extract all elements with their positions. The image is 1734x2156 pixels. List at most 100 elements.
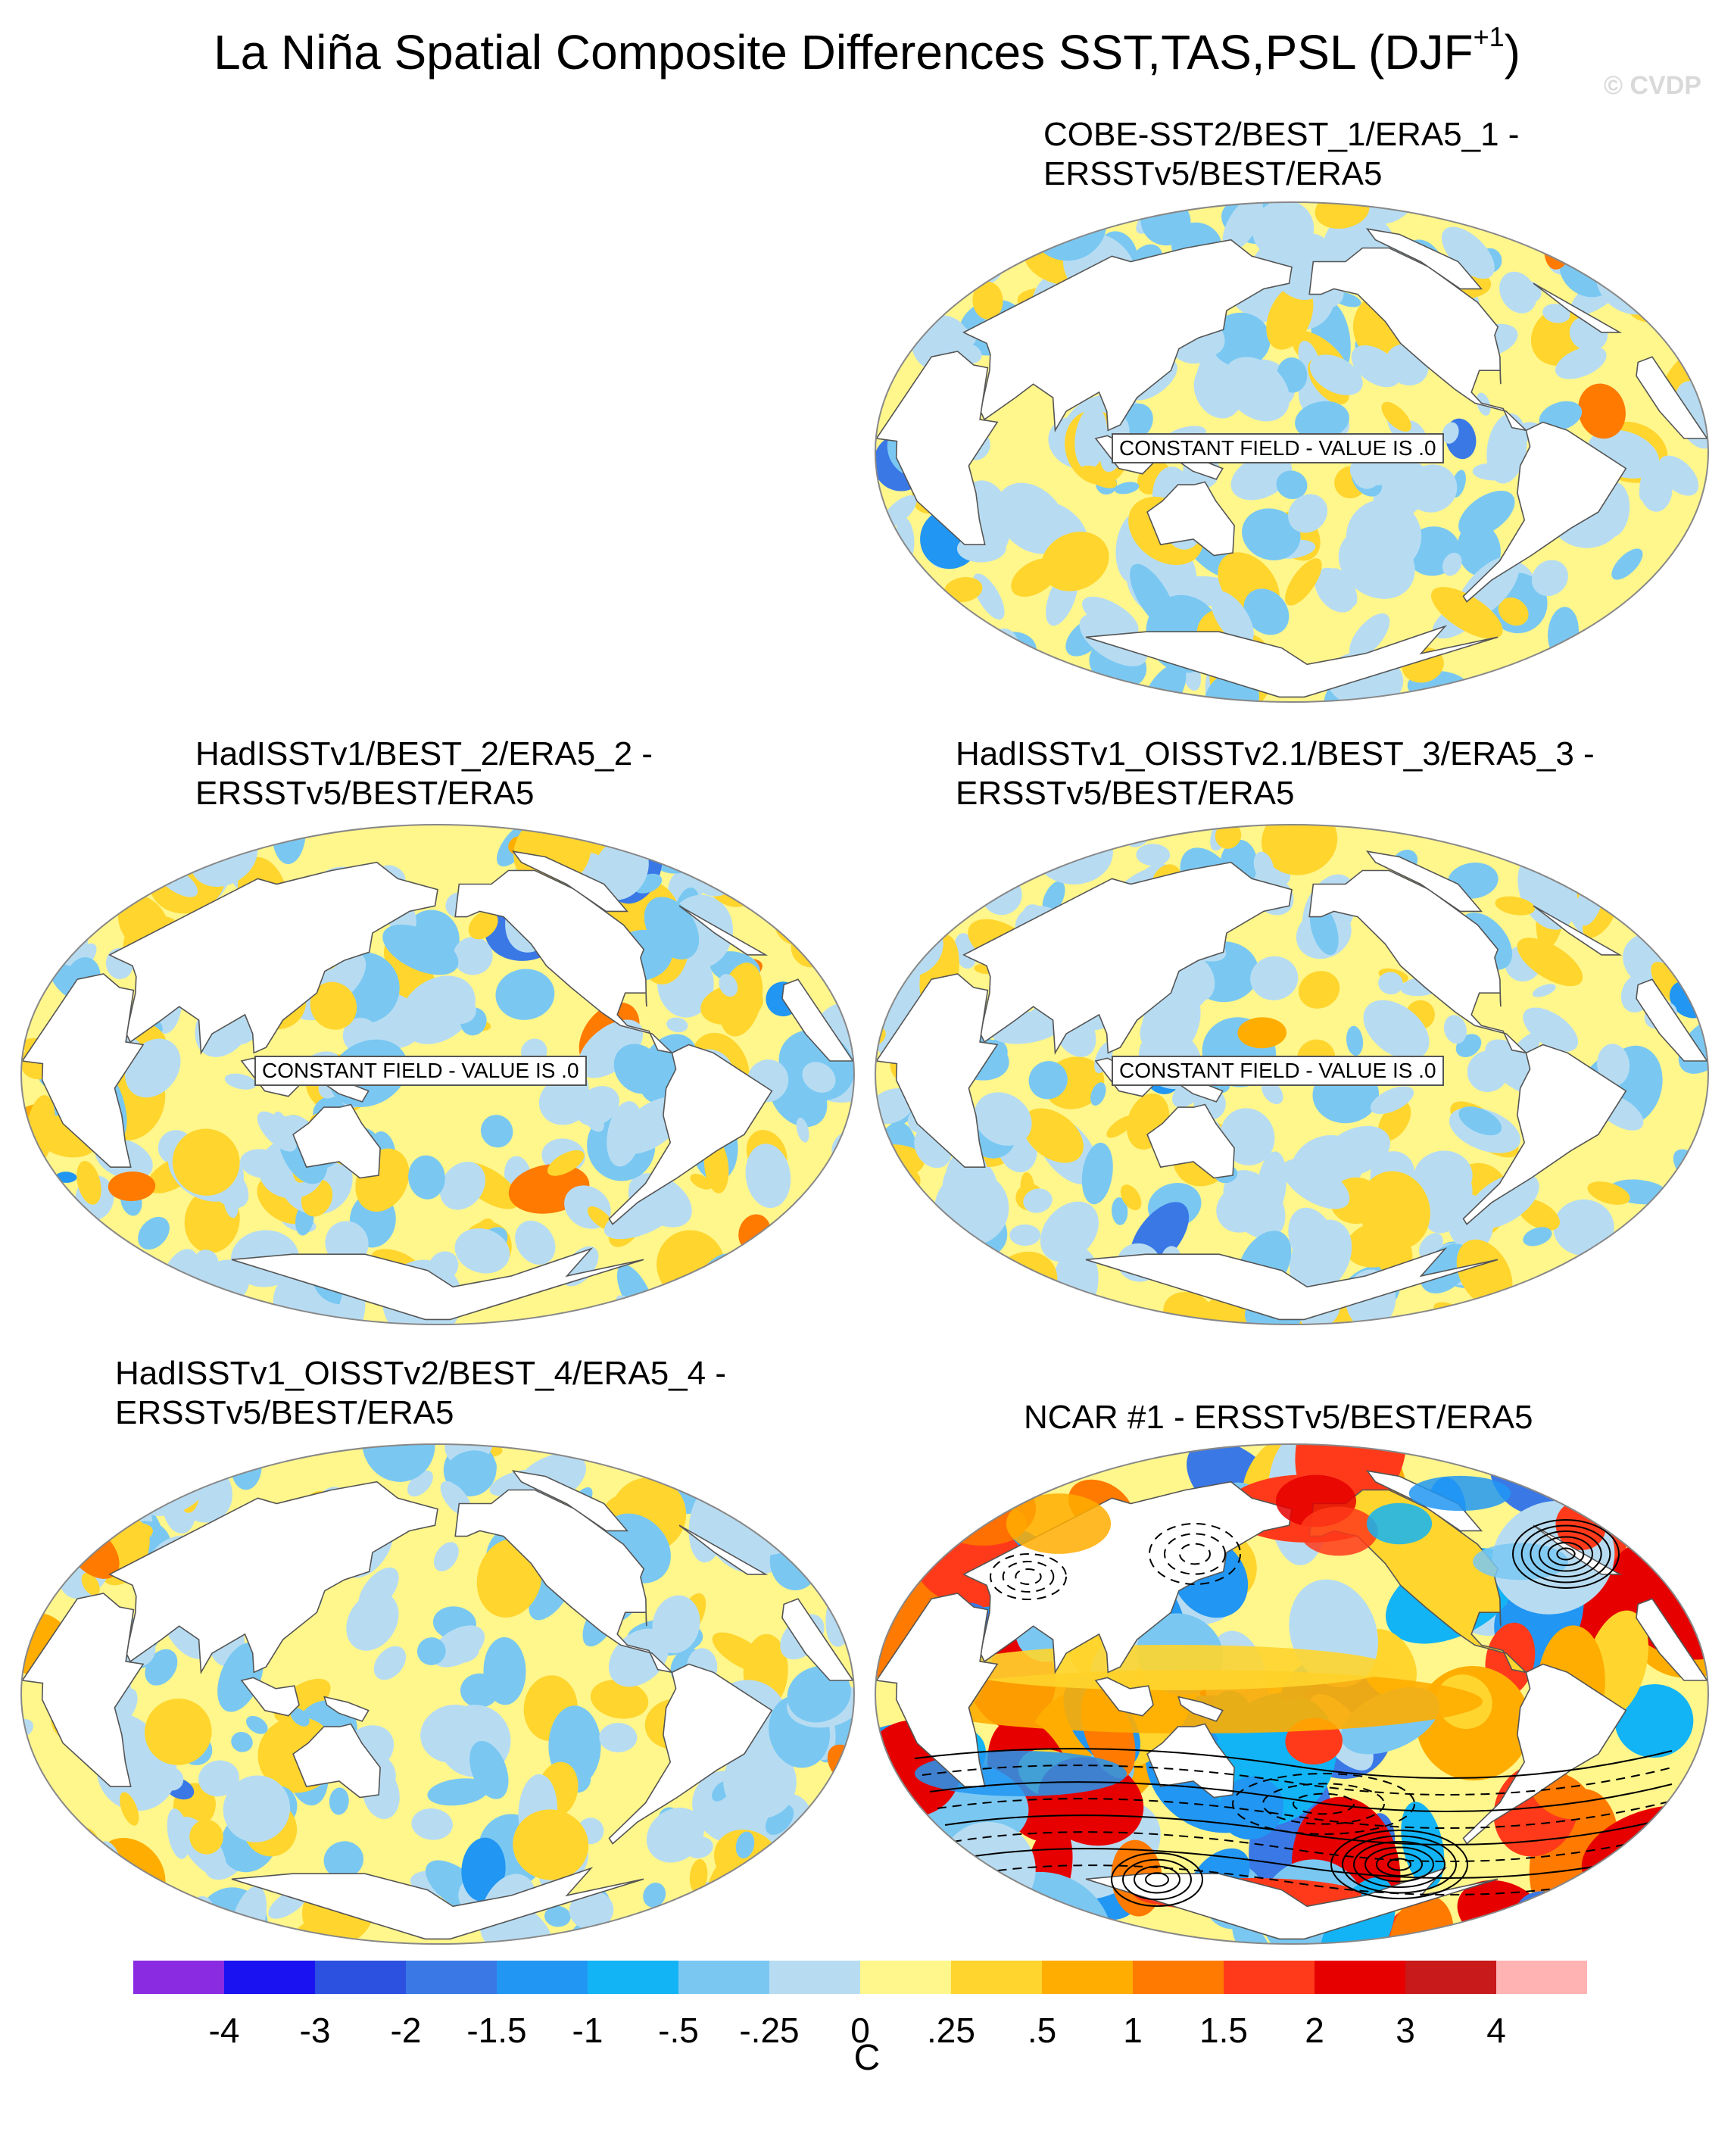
panel-2-continent-outline (608, 1044, 773, 1225)
panel-5-psl-contour-ring (1547, 1542, 1585, 1566)
panel-1-continent-outline (1365, 228, 1483, 290)
panel-2-anomaly-patch (29, 1289, 75, 1324)
panel-2-anomaly-patch (697, 836, 737, 875)
panel-5-psl-contour-ring (1387, 1858, 1411, 1871)
panel-2-land (21, 850, 854, 1321)
panel-3-anomaly-patch (1598, 1240, 1636, 1302)
panel-5-tropical-band-north (953, 1645, 1392, 1690)
panel-2-anomaly-patch (766, 1285, 816, 1324)
panel-5-psl-contours (914, 1519, 1673, 1907)
panel-4-anomaly-patch (721, 1449, 753, 1475)
panel-3-anomaly-patch (1597, 1044, 1630, 1086)
panel-2-anomaly-patch (172, 1128, 240, 1196)
panel-4-anomaly-patch (728, 1890, 754, 1908)
panel-1-land (875, 228, 1708, 698)
panel-1-anomaly-patch (1441, 226, 1495, 279)
panel-2-map-border (20, 824, 855, 1325)
panel-3-anomaly-patch (931, 825, 986, 878)
panel-3-anomaly-patch (1120, 1184, 1142, 1211)
panel-5-psl-contour-ring (1293, 1793, 1355, 1815)
colorbar-box-0 (133, 1961, 224, 1994)
panel-4-title: HadISSTv1_OISSTv2/BEST_4/ERA5_4 - ERSSTv… (115, 1354, 726, 1433)
panel-1-anomaly-patch (1611, 548, 1643, 580)
panel-2-anomaly-patch (547, 1150, 585, 1176)
panel-2-continent-outline (678, 905, 769, 956)
panel-5-psl-contour-line (959, 1848, 1673, 1879)
panel-3-anomaly-patch (1443, 1015, 1467, 1044)
panel-2-anomaly-patch (581, 1103, 604, 1132)
panel-3-anomaly-patch (875, 1206, 932, 1245)
panel-3-continent-outline (1308, 869, 1529, 1054)
panel-3-anomaly-patch (1673, 839, 1699, 865)
panel-2-anomaly-patch (173, 844, 204, 871)
panel-1-anomaly-patch (979, 213, 1009, 258)
panel-2-anomaly-patch (719, 974, 738, 997)
panel-2-anomaly-patch (808, 1190, 854, 1237)
panel-2-anomaly-patch (240, 1149, 285, 1179)
panel-4-anomaly-patch (147, 1920, 209, 1944)
panel-4-anomaly-patch (346, 1592, 399, 1651)
panel-3-anomaly-patch (1664, 1201, 1695, 1237)
panel-3-anomaly-patch (1413, 1150, 1473, 1203)
panel-3-anomaly-patch (1467, 1172, 1539, 1229)
colorbar-box-6 (678, 1961, 769, 1994)
panel-1-anomaly-patch (1639, 618, 1691, 671)
panel-1-anomaly-patch (996, 482, 1067, 554)
panel-3-title: HadISSTv1_OISSTv2.1/BEST_3/ERA5_3 - ERSS… (956, 735, 1595, 813)
panel-5-psl-contour-line (944, 1814, 1673, 1846)
panel-1-anomaly-patch (1338, 527, 1415, 599)
panel-4-anomaly-patch (513, 1809, 589, 1880)
panel-5-title-line1: NCAR #1 - ERSSTv5/BEST/ERA5 (1024, 1399, 1533, 1436)
panel-2-anomaly-patch (480, 1115, 513, 1148)
panel-3-anomaly-patch (1262, 1080, 1283, 1105)
panel-2-anomaly-patch (223, 1182, 239, 1218)
panel-1-anomaly-patch (882, 247, 917, 287)
panel-4-anomaly-patch (29, 1897, 86, 1939)
panel-4-anomaly-patch (772, 1465, 820, 1513)
panel-4-anomaly-patch (544, 1905, 571, 1927)
panel-1-anomaly-patch (1406, 464, 1458, 513)
panel-1-anomaly-patch (1353, 218, 1389, 257)
panel-2-anomaly-patch (666, 1017, 688, 1033)
panel-5-map (875, 1443, 1709, 1945)
panel-3-anomaly-patch (1363, 1000, 1430, 1060)
panel-1-anomaly-patch (907, 644, 946, 664)
panel-1-anomaly-patch (1433, 538, 1446, 565)
panel-1-anomaly-patch (1458, 491, 1515, 538)
panel-2-anomaly-patch (439, 1162, 485, 1210)
panel-5-map-border (875, 1443, 1709, 1945)
panel-3-anomaly-patch (896, 850, 942, 910)
panel-3-continent-outline (1636, 978, 1708, 1062)
panel-4-anomaly-patch (460, 1673, 499, 1708)
panel-2-anomaly-patch (51, 1266, 102, 1309)
panel-4-continent-outline (608, 1663, 773, 1845)
panel-4-anomaly-patch (231, 1731, 253, 1752)
panel-2-anomaly-patch (468, 910, 498, 940)
panel-1-continent-outline (1308, 247, 1529, 432)
panel-1-anomaly-patch (1285, 558, 1322, 606)
panel-1-continent-outline (962, 239, 1293, 432)
panel-5-psl-contour-ring (1530, 1530, 1602, 1577)
panel-2-anomaly-patch (55, 855, 95, 884)
panel-1-anomaly-patch (875, 214, 890, 242)
panel-1-anomaly-patch (1081, 465, 1117, 488)
panel-1-anomaly-patch (886, 591, 940, 657)
panel-1-anomaly-patch (1639, 475, 1655, 502)
panel-5-continent-outline (1177, 1696, 1224, 1722)
panel-4-anomaly-patch (362, 1444, 435, 1482)
panel-2-anomaly-patch (400, 975, 476, 1044)
panel-4-anomaly-patch (569, 1890, 614, 1930)
panel-1-anomaly-patch (972, 281, 1003, 320)
panel-4-anomaly-patch (741, 1471, 784, 1519)
panel-5-anomaly-patch (1653, 1487, 1708, 1534)
panel-3-anomaly-patch (1106, 1115, 1135, 1138)
panel-1-anomaly-patch (1431, 587, 1503, 639)
panel-2-anomaly-patch (708, 1267, 776, 1324)
panel-4-anomaly-patch (643, 1883, 666, 1908)
panel-4-anomaly-patch (646, 1808, 704, 1863)
panel-2-anomaly-patch (138, 1216, 170, 1250)
panel-4-anomaly-patch (62, 1863, 123, 1923)
panel-5-psl-contour-ring (1232, 1773, 1415, 1835)
panel-1-title-line1: COBE-SST2/BEST_1/ERA5_1 - (1043, 116, 1520, 153)
panel-4-anomaly-patch (192, 1924, 241, 1944)
